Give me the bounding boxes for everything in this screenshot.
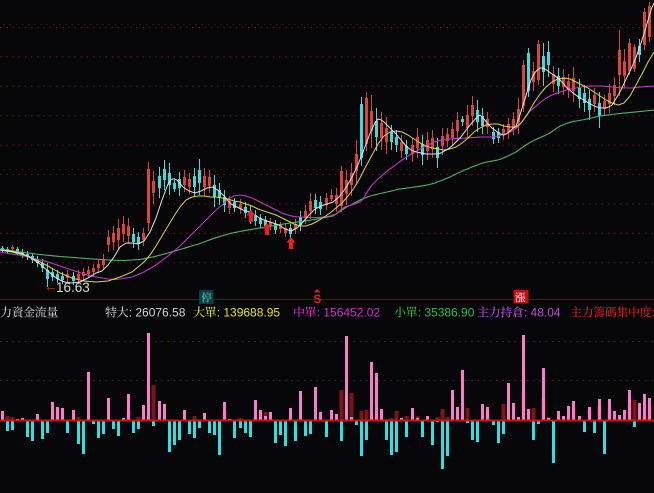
svg-text:: 35386.90: : 35386.90 [418, 306, 475, 320]
svg-text:←: ← [44, 278, 58, 294]
svg-text:: 26076.58: : 26076.58 [129, 306, 186, 320]
svg-text:: 139688.95: : 139688.95 [217, 306, 281, 320]
svg-text:S: S [314, 294, 322, 306]
svg-text:16.63: 16.63 [56, 280, 90, 295]
svg-text:: 48.04: : 48.04 [524, 306, 561, 320]
svg-text:: 156452.02: : 156452.02 [317, 306, 381, 320]
svg-text::: : [652, 306, 654, 320]
